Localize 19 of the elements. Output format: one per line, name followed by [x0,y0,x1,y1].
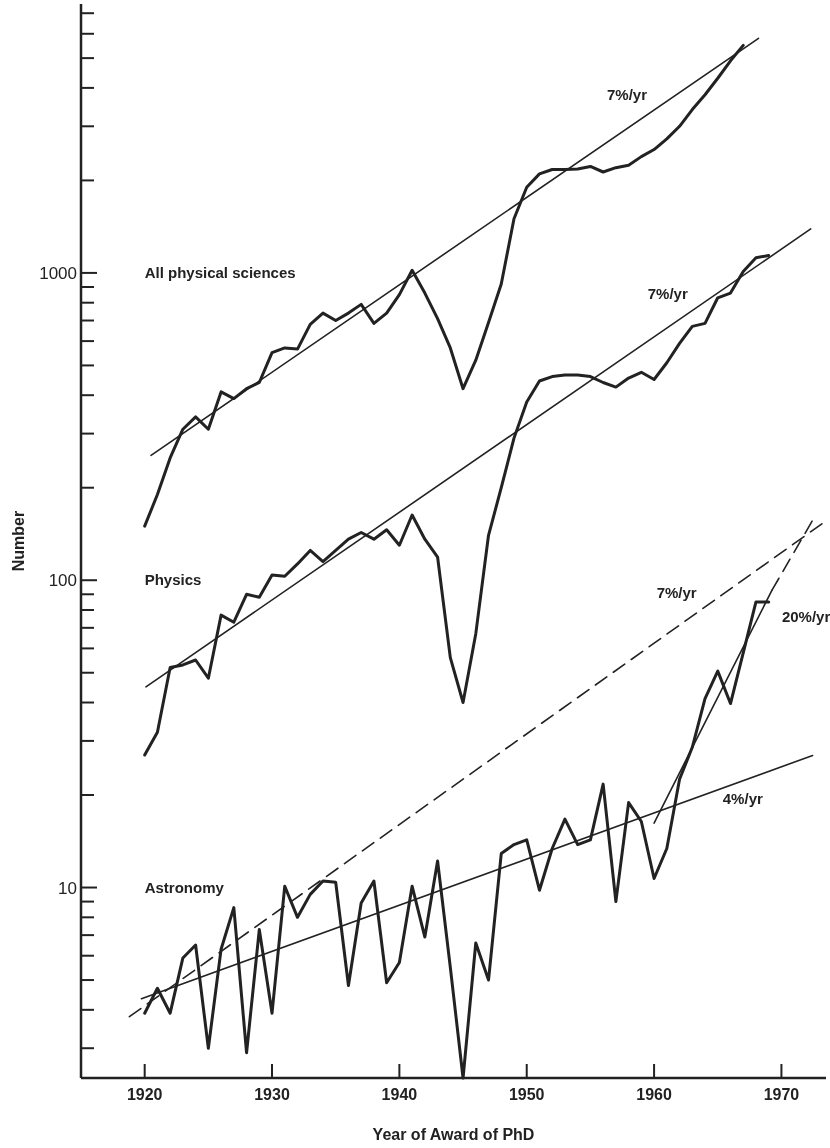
series-label: Astronomy [144,878,225,896]
series-label: 20%/yr [781,608,830,626]
series-label: 7%/yr [647,284,688,302]
y-axis-title: Number [10,510,27,572]
x-axis-title: Year of Award of PhD [372,1126,535,1143]
x-tick-label: 1950 [508,1086,545,1103]
y-tick-label: 1000 [39,263,77,283]
series-label: 7%/yr [656,584,697,602]
x-tick-label: 1920 [126,1086,163,1103]
y-tick-label: 10 [58,878,77,898]
x-tick-label: 1960 [636,1086,672,1103]
x-tick-label: 1930 [254,1086,290,1103]
series-label: 7%/yr [607,85,648,103]
text: Physics [144,571,202,589]
y-tick-label: 100 [48,571,77,591]
series-label: 4%/yr [722,790,763,808]
x-tick-label: 1940 [381,1086,418,1103]
x-tick-label: 1970 [763,1086,800,1103]
text: All physical sciences [144,263,296,281]
